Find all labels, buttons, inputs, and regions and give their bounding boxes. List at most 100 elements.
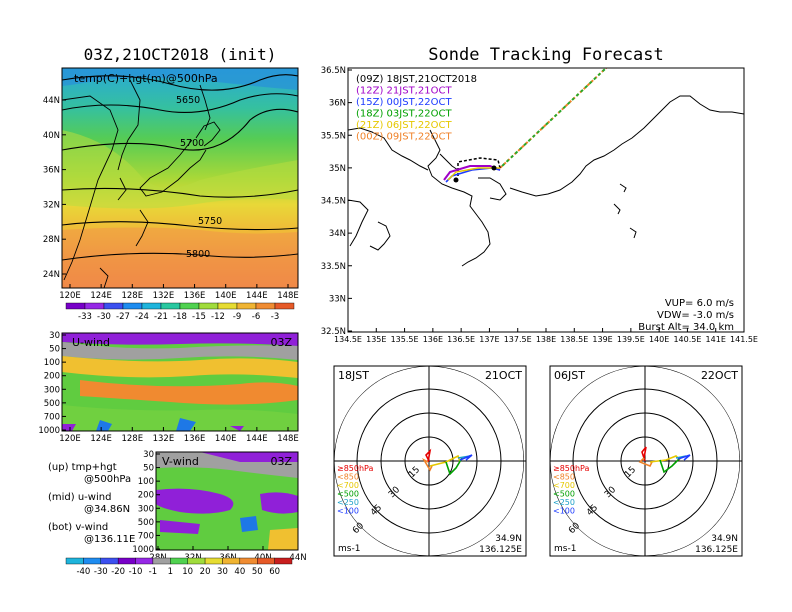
tick-label: 36N xyxy=(43,166,60,176)
tick-label: 134.5E xyxy=(334,335,362,344)
tick-label: 139E xyxy=(592,335,612,344)
hodograph-right: 06JST 22OCT 15 30 45 60 ≥850hPa<850<700<… xyxy=(549,365,743,557)
hodograph-left-date: 21OCT xyxy=(485,369,522,382)
level-entry: <850 xyxy=(553,473,575,482)
tick-label: 132E xyxy=(153,291,175,301)
u-pressure-ticks: 30 50 100 200 300 500 700 1000 xyxy=(38,331,66,436)
level-entry: <700 xyxy=(337,481,359,490)
u-lon-ticks: 120E 124E 128E 132E 136E 140E 144E 148E xyxy=(59,427,299,444)
colorbar-swatch xyxy=(84,302,105,310)
colorbar-label: -10 xyxy=(129,567,143,577)
tick-label: 500 xyxy=(44,399,60,409)
track-lon-ticks: 134.5E 135E 135.5E 136E 136.5E 137E 137.5E 138E… xyxy=(334,328,758,344)
colorbar-label: -30 xyxy=(94,567,108,577)
ring-label: 60 xyxy=(567,521,582,536)
tick-label: 136.5E xyxy=(447,335,475,344)
hodograph-left-lat: 34.9N xyxy=(495,534,522,544)
colorbar-label: -40 xyxy=(76,567,90,577)
contour-label: 5700 xyxy=(180,138,204,149)
tick-label: 148E xyxy=(277,434,299,444)
level-entry: <100 xyxy=(553,507,575,516)
colorbar-swatch xyxy=(274,302,295,310)
right-title: Sonde Tracking Forecast xyxy=(428,45,663,65)
hodograph-left-lon: 136.125E xyxy=(479,545,522,555)
tick-label: 100 xyxy=(44,358,60,368)
tick-label: 141E xyxy=(706,335,726,344)
note-bot-1: (bot) v-wind xyxy=(48,522,108,533)
v-wind-time: 03Z xyxy=(270,455,292,468)
tick-label: 35.5N xyxy=(321,131,346,141)
track-line-00z xyxy=(499,68,608,169)
tick-label: 140E xyxy=(215,291,237,301)
tick-label: 100 xyxy=(138,477,154,487)
tick-label: 30 xyxy=(49,331,60,341)
colorbar-label: -21 xyxy=(154,312,168,322)
colorbar-swatch xyxy=(198,302,219,310)
tick-label: 120E xyxy=(59,291,81,301)
hodograph-trace xyxy=(421,448,473,476)
tick-label: 136E xyxy=(423,335,443,344)
contour-label: 5650 xyxy=(176,95,200,106)
tick-label: 135E xyxy=(366,335,386,344)
track-line-21z xyxy=(447,167,500,181)
tick-label: 124E xyxy=(90,291,112,301)
tick-label: 33.5N xyxy=(321,262,346,272)
hodograph-right-time: 06JST xyxy=(554,369,585,382)
ring-label: 30 xyxy=(603,485,618,500)
tick-label: 44N xyxy=(43,96,60,106)
tick-label: 34N xyxy=(329,229,346,239)
tick-label: 50 xyxy=(49,345,60,355)
tick-label: 36N xyxy=(329,99,346,109)
colorbar-swatch xyxy=(83,557,101,565)
level-legend: ≥850hPa<850<700<500<250<100 xyxy=(553,464,590,516)
map-lon-ticks: 120E 124E 128E 132E 136E 140E 144E 148E xyxy=(59,284,299,301)
colorbar-swatch xyxy=(236,302,257,310)
note-up-2: @500hPa xyxy=(84,474,131,485)
hodograph-right-date: 22OCT xyxy=(701,369,738,382)
tick-label: 148E xyxy=(277,291,299,301)
tick-label: 35N xyxy=(329,164,346,174)
legend-entry: (12Z) 21JST,21OCT xyxy=(356,86,452,97)
ring-label: 60 xyxy=(351,521,366,536)
level-entry: <250 xyxy=(553,498,575,507)
colorbar-swatch xyxy=(141,302,162,310)
tick-label: 200 xyxy=(138,491,154,501)
tick-label: 36.5N xyxy=(321,66,346,76)
left-title: 03Z,21OCT2018 (init) xyxy=(84,45,277,64)
tick-label: 137E xyxy=(479,335,499,344)
note-mid-2: @34.86N xyxy=(84,504,130,515)
tick-label: 200 xyxy=(44,372,60,382)
temperature-colorbar: -33 -30 -27 -24 -21 -18 -15 -12 -9 -6 -3 xyxy=(65,302,295,322)
u-wind-time: 03Z xyxy=(270,336,292,349)
legend-entry: (18Z) 03JST,22OCT xyxy=(356,109,452,120)
hodograph-left: 18JST 21OCT 15 30 45 60 ≥850hPa<850<700<… xyxy=(333,365,527,557)
tick-label: 300 xyxy=(138,504,154,514)
level-entry: <100 xyxy=(337,507,359,516)
tick-label: 124E xyxy=(90,434,112,444)
tick-label: 128E xyxy=(121,434,143,444)
legend-entry: (15Z) 00JST,22OCT xyxy=(356,97,452,108)
v-wind-label: V-wind xyxy=(162,455,199,468)
colorbar-swatch xyxy=(65,557,84,565)
tick-label: 50 xyxy=(143,464,154,474)
param-vup: VUP= 6.0 m/s xyxy=(665,298,734,309)
colorbar-label: 30 xyxy=(217,567,228,577)
hodograph-trace xyxy=(638,446,691,474)
colorbar-label: 40 xyxy=(234,567,245,577)
colorbar-label: -1 xyxy=(149,567,157,577)
hodograph-left-time: 18JST xyxy=(338,369,369,382)
colorbar-swatch xyxy=(255,302,276,310)
colorbar-label: -27 xyxy=(116,312,130,322)
note-up-1: (up) tmp+hgt xyxy=(48,462,117,473)
panel-notes: (up) tmp+hgt @500hPa (mid) u-wind @34.86… xyxy=(48,462,135,545)
tick-label: 500 xyxy=(138,518,154,528)
colorbar-label: -18 xyxy=(173,312,187,322)
colorbar-swatch xyxy=(239,557,258,565)
tick-label: 33N xyxy=(329,294,346,304)
level-entry: ≥850hPa xyxy=(553,464,590,473)
colorbar-swatch xyxy=(204,557,223,565)
colorbar-label: 1 xyxy=(168,567,173,577)
colorbar-label: -9 xyxy=(233,312,241,322)
